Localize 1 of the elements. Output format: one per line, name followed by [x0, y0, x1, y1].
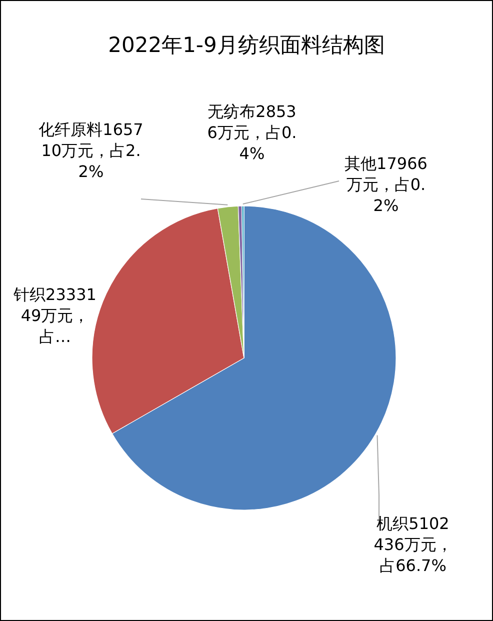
chart-title: 2022年1-9月纺织面料结构图	[107, 32, 386, 59]
